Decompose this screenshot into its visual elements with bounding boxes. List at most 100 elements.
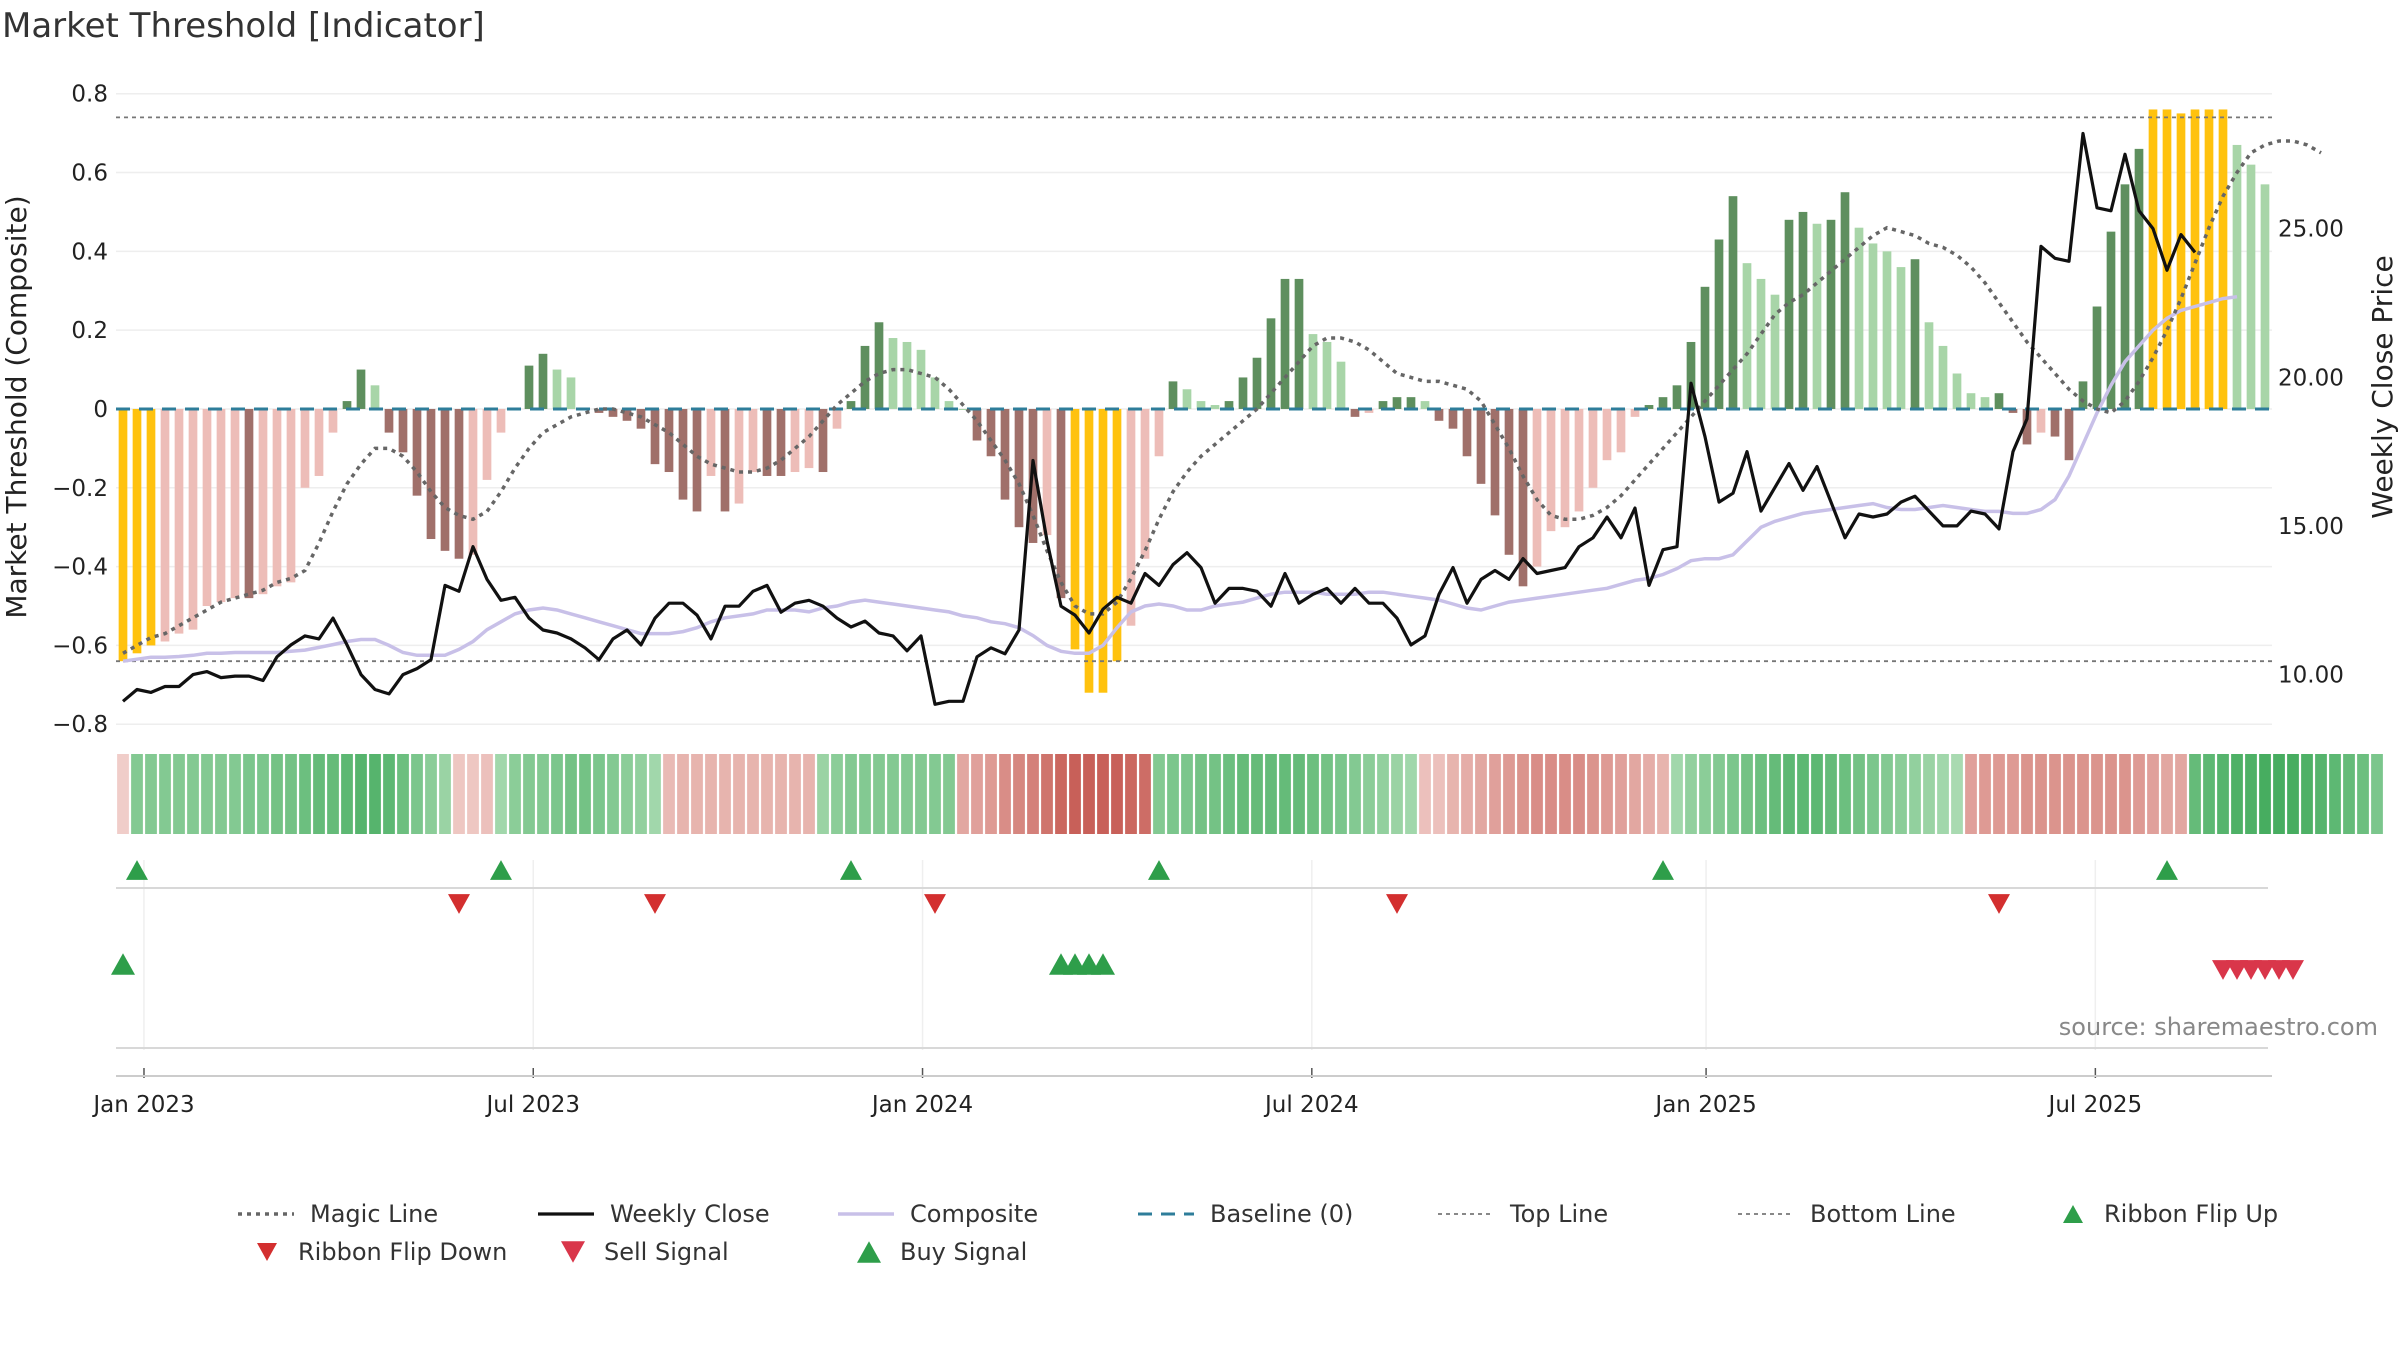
composite-bar [1896,267,1906,409]
ribbon-segment [1937,754,1949,834]
ribbon-segment [1097,754,1109,834]
composite-bar [146,408,156,646]
ribbon-segment [2189,754,2201,834]
composite-bar [1336,361,1346,409]
composite-bar [370,385,380,409]
ribbon-segment [691,754,703,834]
ribbon-segment [733,754,745,834]
legend-item: Top Line [1436,1196,1608,1232]
ribbon-segment [2301,754,2313,834]
composite-bar [1630,408,1640,417]
composite-bar [2176,113,2186,409]
ribbon-segment [201,754,213,834]
ribbon-segment [2035,754,2047,834]
ribbon-segment [2287,754,2299,834]
legend-item: Ribbon Flip Up [2056,1196,2278,1232]
ribbon-segment [1447,754,1459,834]
y2-tick-label: 15.00 [2278,514,2344,540]
triangle-down-icon [257,1243,277,1261]
ribbon-segment [495,754,507,834]
composite-bar [1224,401,1234,409]
composite-bar [1504,408,1514,555]
ribbon-segment [1727,754,1739,834]
buy-signal-marker [111,953,135,975]
ribbon-segment [1055,754,1067,834]
ribbon-segment [943,754,955,834]
composite-bar [132,408,142,654]
ribbon-segment [1671,754,1683,834]
composite-bar [2218,109,2228,409]
ribbon-segment [467,754,479,834]
legend-item: Weekly Close [536,1196,770,1232]
ribbon-segment [1167,754,1179,834]
composite-bar [300,408,310,488]
ribbon-segment [313,754,325,834]
composite-bar [524,365,534,409]
composite-bar [1252,357,1262,409]
source-note: source: sharemaestro.com [2058,1013,2378,1041]
composite-bar [888,338,898,409]
ribbon-flip-up-marker [1148,860,1170,880]
ribbon-segment [2315,754,2327,834]
composite-bar [482,408,492,480]
ribbon-segment [2021,754,2033,834]
ribbon-flip-down-marker [448,894,470,914]
composite-bar [1350,408,1360,417]
ribbon-segment [159,754,171,834]
ribbon-segment [817,754,829,834]
ribbon-segment [1013,754,1025,834]
ribbon-segment [1293,754,1305,834]
composite-bar [692,408,702,512]
ribbon-segment [1713,754,1725,834]
ribbon-segment [929,754,941,834]
legend-label: Baseline (0) [1210,1200,1354,1228]
ribbon-segment [1237,754,1249,834]
ribbon-segment [621,754,633,834]
ribbon-segment [775,754,787,834]
composite-bar [1532,408,1542,567]
composite-bar [1042,408,1052,536]
y-tick-label: 0 [93,397,108,423]
composite-bar [958,408,968,410]
ribbon-segment [257,754,269,834]
ribbon-segment [1083,754,1095,834]
ribbon-segment [1531,754,1543,834]
composite-bar [328,408,338,433]
composite-bar [916,349,926,409]
composite-bar [678,408,688,500]
composite-bar [1602,408,1612,461]
ribbon-segment [761,754,773,834]
composite-bar [1574,408,1584,512]
ribbon-segment [2329,754,2341,834]
trend-ribbon [117,754,2383,834]
legend-label: Ribbon Flip Down [298,1238,508,1266]
ribbon-flip-down-marker [1988,894,2010,914]
composite-bar [2008,408,2018,413]
ribbon-segment [1419,754,1431,834]
x-tick-label: Jul 2023 [484,1092,580,1118]
legend-item: Magic Line [236,1196,438,1232]
series-lines [116,116,2322,706]
legend-item: Composite [836,1196,1038,1232]
composite-bar [2232,144,2242,409]
ribbon-segment [1615,754,1627,834]
ribbon-segment [2119,754,2131,834]
ribbon-segment [663,754,675,834]
composite-bar [1280,278,1290,409]
composite-bar [2036,408,2046,433]
ribbon-segment [705,754,717,834]
ribbon-segment [565,754,577,834]
composite-bar [552,369,562,409]
composite-bar [342,401,352,409]
composite-bar [1014,408,1024,528]
ribbon-segment [593,754,605,834]
ribbon-flip-down-marker [1386,894,1408,914]
composite-bar [1126,408,1136,626]
legend: Magic Line Weekly Close Composite Baseline … [0,1196,2400,1286]
ribbon-segment [1867,754,1879,834]
composite-bar [286,408,296,583]
composite-bar [2246,164,2256,409]
composite-bar [566,377,576,409]
composite-bar [2162,109,2172,409]
composite-bar [1700,286,1710,409]
